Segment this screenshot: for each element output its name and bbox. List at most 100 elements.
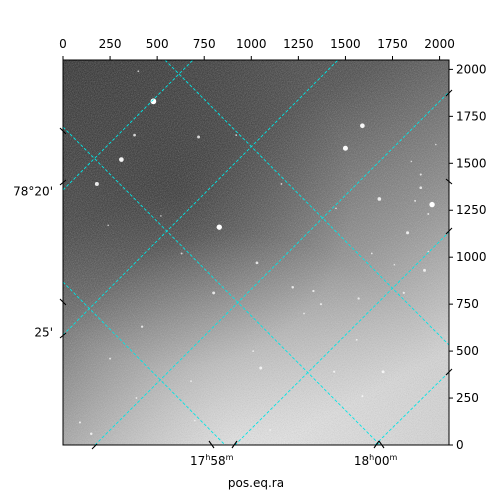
top-tick-label: 0	[59, 37, 67, 51]
wcs-tick	[445, 89, 453, 97]
star	[280, 183, 283, 185]
right-tick-label: 1000	[456, 250, 487, 264]
right-tick-label: 750	[456, 297, 479, 311]
star	[402, 291, 405, 294]
star	[259, 366, 263, 370]
right-tick-label: 1750	[456, 109, 487, 123]
top-tick-label: 2000	[424, 37, 455, 51]
wcs-tick	[378, 440, 385, 449]
top-axis-ticks: 0 250 500 750 1000 1250 1500 1750 2000	[59, 37, 455, 60]
star	[312, 289, 315, 293]
star	[414, 199, 417, 202]
star	[119, 157, 124, 162]
star	[319, 303, 323, 306]
grid-line-ra	[63, 126, 381, 445]
star	[355, 338, 358, 341]
star	[252, 350, 255, 352]
right-tick-label: 250	[456, 391, 479, 405]
plot-frame	[62, 59, 450, 446]
wcs-tick	[373, 440, 380, 449]
ra-axis-ticks: 17h58m 18h00m	[190, 453, 397, 468]
star	[160, 215, 162, 217]
grid-line-ra	[63, 281, 226, 445]
wcs-tick	[91, 443, 98, 450]
star	[427, 250, 430, 253]
star	[370, 252, 373, 255]
star	[190, 380, 192, 383]
wcs-tick	[59, 179, 67, 186]
top-tick-label: 1250	[283, 37, 314, 51]
right-tick-label: 1250	[456, 203, 487, 217]
star	[381, 370, 385, 374]
star	[410, 160, 413, 163]
top-tick-label: 1000	[236, 37, 267, 51]
right-tick-label: 2000	[456, 62, 487, 76]
ra-tick-label: 17h58m	[190, 453, 234, 468]
star	[393, 263, 396, 266]
dec-axis-ticks: 78°20' 25'	[13, 184, 53, 339]
wcs-tick	[445, 227, 453, 235]
coordinate-grid	[63, 60, 449, 445]
right-axis-ticks: 0 250 500 750 1000 1250 1500 1750 2000	[59, 62, 487, 452]
star	[78, 421, 82, 424]
wcs-tick	[59, 332, 67, 339]
star	[193, 419, 196, 422]
star	[140, 325, 144, 328]
star	[333, 370, 336, 373]
star	[235, 134, 238, 137]
star	[435, 143, 437, 146]
star	[107, 224, 110, 227]
star	[419, 173, 422, 176]
grid-line-ra	[164, 60, 449, 346]
top-tick-label: 500	[146, 37, 169, 51]
right-tick-label: 0	[456, 438, 464, 452]
star	[255, 261, 259, 265]
top-tick-label: 1750	[377, 37, 408, 51]
sky-image	[63, 60, 449, 445]
star	[342, 145, 348, 151]
wcs-tick	[445, 178, 453, 185]
star	[180, 252, 183, 255]
star	[150, 98, 157, 105]
right-tick-label: 1500	[456, 156, 487, 170]
star	[135, 397, 138, 399]
grid-line-dec	[234, 231, 449, 445]
star	[94, 181, 99, 186]
star	[291, 285, 294, 289]
star	[89, 432, 93, 435]
star	[357, 297, 360, 300]
x-axis-label: pos.eq.ra	[228, 476, 284, 490]
star	[269, 429, 271, 431]
wcs-tick	[59, 298, 67, 306]
grid-line-dec	[63, 60, 339, 336]
star	[361, 395, 364, 398]
star	[429, 201, 435, 208]
wcs-tick	[445, 368, 453, 376]
top-tick-label: 1500	[330, 37, 361, 51]
star	[377, 197, 382, 201]
dec-tick-label: 78°20'	[13, 184, 53, 198]
star	[212, 291, 216, 295]
wcs-tick	[208, 440, 215, 449]
grid-line-dec	[94, 91, 449, 445]
grid-line-dec	[374, 371, 449, 445]
star	[406, 231, 410, 235]
star	[137, 70, 140, 73]
star	[216, 224, 222, 230]
grid-line-dec	[63, 60, 194, 191]
star-field	[78, 70, 437, 435]
star	[303, 312, 305, 315]
star	[427, 213, 430, 215]
star	[133, 133, 136, 137]
star	[197, 135, 201, 139]
top-tick-label: 250	[99, 37, 122, 51]
ra-tick-label: 18h00m	[354, 453, 398, 468]
wcs-tick	[231, 440, 238, 449]
star	[419, 186, 423, 190]
top-tick-label: 750	[193, 37, 216, 51]
star	[109, 357, 112, 360]
star	[423, 268, 426, 272]
star	[360, 123, 365, 129]
right-tick-label: 500	[456, 344, 479, 358]
